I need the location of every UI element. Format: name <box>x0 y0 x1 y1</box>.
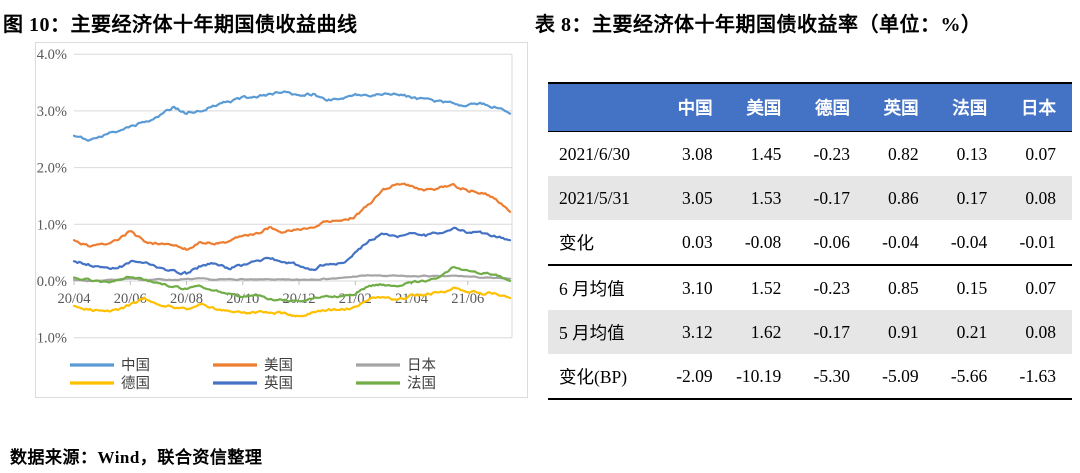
cell-value: -5.09 <box>882 365 919 386</box>
cell-value: 0.17 <box>934 176 1004 220</box>
cell-value: 1.45 <box>750 143 782 164</box>
legend-label-china: 中国 <box>121 357 150 374</box>
y-axis-label: -1.0% <box>36 331 67 347</box>
cell-value: 1.52 <box>750 277 782 298</box>
y-axis-label: 1.0% <box>37 217 67 233</box>
figure-title: 图 10：主要经济体十年期国债收益曲线 <box>3 14 358 36</box>
yield-curve-chart-svg: 4.0% 3.0% 2.0% 1.0% 0.0% -1.0% 20/04 20/06 20/08… <box>36 47 513 392</box>
yield-curve-chart: 4.0% 3.0% 2.0% 1.0% 0.0% -1.0% 20/04 20/06 20/08… <box>35 42 528 398</box>
cell-value: 0.13 <box>956 143 988 164</box>
series-line-china <box>72 90 512 142</box>
cell-value: 0.03 <box>682 231 713 252</box>
cell-value: -0.23 <box>813 277 850 298</box>
cell-value: 0.07 <box>1025 277 1056 298</box>
x-axis-label: 20/12 <box>283 291 316 307</box>
cell-value: 3.10 <box>682 277 713 298</box>
table-row: 2021/6/30 3.08 1.45 -0.23 0.82 0.13 0.07 <box>548 132 1072 177</box>
cell-value: 1.53 <box>728 176 798 220</box>
x-axis-label: 20/06 <box>114 291 147 307</box>
cell-value: 1.62 <box>728 310 798 354</box>
cell-value: 0.86 <box>865 176 935 220</box>
y-axis-label: 0.0% <box>37 274 67 290</box>
row-label: 5 月均值 <box>548 310 660 354</box>
cell-value: 3.12 <box>660 310 729 354</box>
legend-item-germany: 德国 <box>70 375 150 392</box>
col-header-1: 中国 <box>660 83 729 132</box>
series-line-france <box>72 265 512 303</box>
cell-value: 0.08 <box>1003 310 1072 354</box>
legend-item-china: 中国 <box>70 357 150 374</box>
col-header-6: 日本 <box>1003 83 1072 132</box>
table-row: 6 月均值 3.10 1.52 -0.23 0.85 0.15 0.07 <box>548 265 1072 310</box>
table-row: 变化 0.03 -0.08 -0.06 -0.04 -0.04 -0.01 <box>548 220 1072 265</box>
y-axis-label: 2.0% <box>37 161 67 177</box>
table-title: 表 8：主要经济体十年期国债收益率（单位：%） <box>535 14 982 36</box>
cell-value: -0.04 <box>950 231 988 252</box>
cell-value: -0.17 <box>797 310 866 354</box>
cell-value: -0.17 <box>797 176 866 220</box>
cell-value: -5.66 <box>950 365 988 386</box>
row-label: 变化 <box>559 232 594 253</box>
legend-label-germany: 德国 <box>121 375 150 392</box>
legend-label-japan: 日本 <box>407 357 436 374</box>
legend-item-usa: 美国 <box>213 357 293 374</box>
col-header-2: 美国 <box>728 83 798 132</box>
cell-value: 3.05 <box>660 176 729 220</box>
row-label: 2021/6/30 <box>559 143 630 164</box>
cell-value: -5.30 <box>813 365 850 386</box>
x-axis-label: 21/06 <box>451 291 484 307</box>
col-header-4: 英国 <box>865 83 935 132</box>
cell-value: -0.06 <box>813 231 850 252</box>
cell-value: 3.08 <box>682 143 713 164</box>
legend-label-france: 法国 <box>407 375 436 392</box>
cell-value: 0.08 <box>1003 176 1072 220</box>
series-line-germany <box>72 286 512 318</box>
cell-value: -10.19 <box>736 365 782 386</box>
y-axis-label: 4.0% <box>37 47 67 63</box>
yield-table: 中国 美国 德国 英国 法国 日本 2021/6/30 3.08 1.45 -0.23 0.82 0… <box>548 82 1072 400</box>
legend-item-uk: 英国 <box>213 374 293 392</box>
legend-item-france: 法国 <box>356 375 436 392</box>
row-label: 6 月均值 <box>559 278 625 299</box>
table-header-row: 中国 美国 德国 英国 法国 日本 <box>548 83 1072 132</box>
cell-value: 0.91 <box>865 310 935 354</box>
col-header-3: 德国 <box>797 83 866 132</box>
row-label: 变化(BP) <box>559 366 628 387</box>
legend-item-japan: 日本 <box>356 357 436 374</box>
cell-value: 0.07 <box>1025 143 1056 164</box>
legend-label-uk: 英国 <box>264 374 293 392</box>
x-axis-label: 20/04 <box>57 291 91 307</box>
series-line-usa <box>72 182 512 251</box>
legend-label-usa: 美国 <box>264 357 293 374</box>
cell-value: -2.09 <box>676 365 713 386</box>
cell-value: 0.82 <box>888 143 919 164</box>
x-axis-label: 20/08 <box>170 291 203 307</box>
cell-value: -1.63 <box>1019 365 1056 386</box>
table-row: 变化(BP) -2.09 -10.19 -5.30 -5.09 -5.66 -1.63 <box>548 354 1072 399</box>
col-header-5: 法国 <box>934 83 1004 132</box>
cell-value: -0.04 <box>882 231 919 252</box>
cell-value: -0.08 <box>744 231 782 252</box>
col-header-blank <box>548 83 660 132</box>
cell-value: 0.21 <box>934 310 1004 354</box>
cell-value: 0.85 <box>888 277 919 298</box>
series-line-uk <box>72 226 512 276</box>
cell-value: -0.01 <box>1019 231 1056 252</box>
y-axis-label: 3.0% <box>37 104 67 120</box>
cell-value: -0.23 <box>813 143 850 164</box>
table-row: 2021/5/31 3.05 1.53 -0.17 0.86 0.17 0.08 <box>548 176 1072 220</box>
table-row: 5 月均值 3.12 1.62 -0.17 0.91 0.21 0.08 <box>548 310 1072 354</box>
row-label: 2021/5/31 <box>548 176 660 220</box>
data-source-note: 数据来源：Wind，联合资信整理 <box>10 448 263 467</box>
cell-value: 0.15 <box>956 277 988 298</box>
